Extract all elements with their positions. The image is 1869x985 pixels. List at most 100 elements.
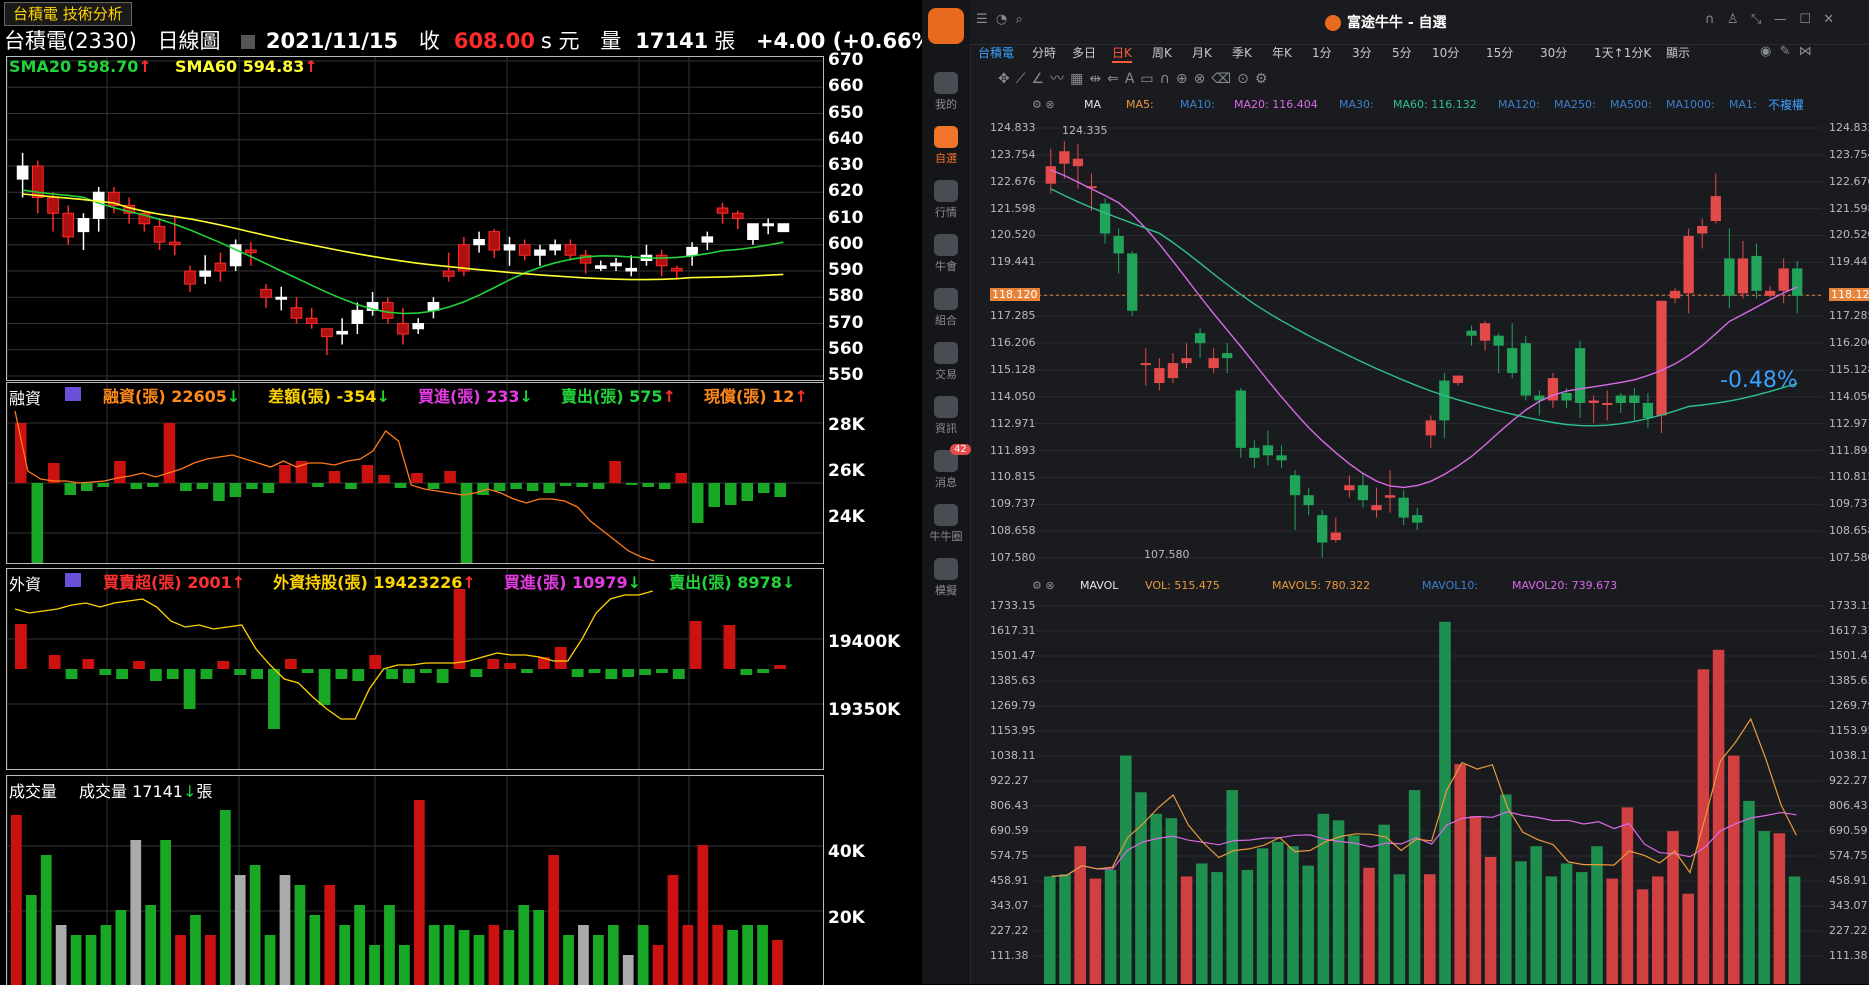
sidebar-item[interactable]: 模擬 bbox=[922, 558, 970, 598]
price-axis-tick-left: 110.815 bbox=[990, 470, 1036, 484]
ma-item[interactable]: MA250: bbox=[1554, 98, 1596, 111]
period-tab[interactable]: 季K bbox=[1232, 46, 1252, 60]
pen-icon[interactable]: ✎ bbox=[1779, 44, 1791, 59]
margin-bar bbox=[460, 483, 473, 563]
period-tab[interactable]: 15分 bbox=[1486, 46, 1514, 60]
headset-icon[interactable]: ∩ bbox=[1705, 12, 1715, 27]
mavol-item[interactable]: MAVOL10: bbox=[1422, 579, 1479, 592]
candle-body bbox=[108, 191, 120, 206]
period-tab[interactable]: 3分 bbox=[1352, 46, 1372, 60]
sidebar-item[interactable]: 牛會 bbox=[922, 234, 970, 274]
period-tab[interactable]: 年K bbox=[1272, 46, 1292, 60]
list-icon[interactable] bbox=[65, 387, 81, 401]
delete-icon[interactable]: ⌫ bbox=[1211, 71, 1238, 87]
arrow-tool-icon[interactable]: ⇐ bbox=[1107, 71, 1125, 87]
sidebar-item[interactable]: 交易 bbox=[922, 342, 970, 382]
period-dropdown-icon[interactable] bbox=[241, 35, 256, 49]
candle-body bbox=[321, 328, 333, 338]
volume-bar bbox=[25, 895, 37, 985]
ma-item[interactable]: MA20: 116.404 bbox=[1234, 98, 1318, 111]
sidebar-item[interactable]: 自選 bbox=[922, 126, 970, 166]
line-tool-icon[interactable]: ⟋ bbox=[1015, 71, 1032, 87]
period-tab[interactable]: 1分 bbox=[1312, 46, 1332, 60]
eye-icon[interactable]: ⊗ bbox=[1193, 71, 1212, 87]
mavol-item[interactable]: MAVOL20: 739.673 bbox=[1512, 579, 1618, 592]
period-tab[interactable]: 周K bbox=[1152, 46, 1172, 60]
text-tool-icon[interactable]: A bbox=[1124, 71, 1141, 87]
period-tab[interactable]: 月K bbox=[1192, 46, 1212, 60]
period-tab[interactable]: 日K bbox=[1112, 44, 1132, 63]
candle-body bbox=[275, 296, 288, 300]
margin-bar bbox=[295, 461, 308, 483]
settings-icon[interactable]: ⚙ bbox=[1254, 71, 1274, 87]
adjust-toggle[interactable]: 不複權 bbox=[1768, 98, 1805, 112]
maximize-icon[interactable]: ☐ bbox=[1799, 12, 1811, 27]
sidebar-item[interactable]: 資訊 bbox=[922, 396, 970, 436]
volume-bar bbox=[115, 910, 127, 985]
candle-body bbox=[366, 302, 379, 311]
grid-tool-icon[interactable]: ▦ bbox=[1070, 71, 1090, 87]
sidebar-item[interactable]: 消息 42 bbox=[922, 444, 971, 490]
angle-tool-icon[interactable]: ∠ bbox=[1031, 71, 1051, 87]
price-axis-tick: 670 bbox=[828, 50, 864, 70]
vs-label[interactable]: ⋈ bbox=[1798, 44, 1812, 59]
period-tab[interactable]: 5分 bbox=[1392, 46, 1412, 60]
sidebar-item[interactable]: 行情 bbox=[922, 180, 970, 220]
period-tab[interactable]: 30分 bbox=[1540, 46, 1568, 60]
close-icon[interactable]: ✕ bbox=[1823, 12, 1835, 27]
pin-icon[interactable]: ⤡ bbox=[1750, 12, 1762, 27]
menu-icon[interactable]: ☰ bbox=[976, 12, 988, 27]
range-tool-icon[interactable]: ⇹ bbox=[1089, 71, 1108, 87]
sidebar-item[interactable]: 牛牛圈 bbox=[922, 504, 970, 544]
period-tab[interactable]: 分時 bbox=[1032, 46, 1057, 60]
period-tab[interactable]: 顯示 bbox=[1666, 46, 1691, 60]
ma-item[interactable]: MA500: bbox=[1610, 98, 1652, 111]
sidebar-item[interactable]: 組合 bbox=[922, 288, 970, 328]
mavol-item[interactable]: MAVOL5: 780.322 bbox=[1272, 579, 1371, 592]
candle-body bbox=[77, 218, 90, 233]
foreign-bar bbox=[217, 661, 230, 669]
foreign-bar bbox=[419, 669, 432, 673]
lock-icon[interactable]: ⊕ bbox=[1175, 71, 1194, 87]
ma-item[interactable]: MA1000: bbox=[1666, 98, 1715, 111]
magnet-icon[interactable]: ∩ bbox=[1159, 71, 1176, 87]
bell-icon[interactable]: ◔ bbox=[995, 12, 1008, 27]
link-icon[interactable]: ⊙ bbox=[1237, 71, 1255, 87]
wave-tool-icon[interactable]: 〰 bbox=[1050, 71, 1071, 87]
candle-body bbox=[1561, 393, 1572, 401]
candle-body bbox=[1235, 390, 1246, 448]
margin-panel: 融資 融資(張) 22605↓ 差額(張) -354↓ 買進(張) 233↓ 賣出(張… bbox=[6, 382, 824, 564]
foreign-bar bbox=[605, 669, 618, 679]
period-tab[interactable]: 台積電 bbox=[978, 46, 1015, 60]
period-tab[interactable]: 10分 bbox=[1432, 46, 1460, 60]
volume-panel: 成交量 成交量 17141↓張 bbox=[6, 775, 824, 985]
candle-body bbox=[625, 267, 638, 272]
volume-bar bbox=[294, 885, 306, 985]
search-icon[interactable]: ⌕ bbox=[1015, 12, 1023, 27]
margin-bar bbox=[378, 475, 390, 483]
period-tab[interactable]: 1天↑1分K bbox=[1594, 46, 1652, 60]
shirt-icon[interactable]: ♙ bbox=[1726, 12, 1739, 27]
foreign-axis-tick: 19350K bbox=[828, 700, 901, 720]
note-tool-icon[interactable]: ▭ bbox=[1140, 71, 1160, 87]
ma-item[interactable]: MA30: bbox=[1339, 98, 1374, 111]
ma-item[interactable]: MA120: bbox=[1498, 98, 1540, 111]
mavol-item[interactable]: VOL: 515.475 bbox=[1145, 579, 1220, 592]
period-tab[interactable]: 多日 bbox=[1072, 46, 1097, 60]
candle-body bbox=[1466, 330, 1477, 336]
volume-axis-tick-left: 343.07 bbox=[990, 898, 1029, 912]
foreign-bar bbox=[116, 669, 129, 679]
ma-item[interactable]: MA10: bbox=[1180, 98, 1215, 111]
list-icon[interactable] bbox=[65, 573, 81, 587]
close-label: 收 bbox=[418, 29, 440, 53]
minimize-icon[interactable]: — bbox=[1773, 12, 1787, 27]
ma-item[interactable]: MA5: bbox=[1126, 98, 1154, 111]
camera-icon[interactable]: ◉ bbox=[1760, 44, 1772, 59]
window-tab-title[interactable]: 台積電 技術分析 bbox=[4, 2, 132, 26]
ma-item[interactable]: MA60: 116.132 bbox=[1393, 98, 1477, 111]
candle-body bbox=[336, 330, 348, 335]
move-icon[interactable]: ✥ bbox=[998, 71, 1016, 87]
sidebar-item[interactable]: 我的 bbox=[922, 72, 970, 112]
ma-item[interactable]: MA1: bbox=[1729, 98, 1757, 111]
margin-bar bbox=[15, 423, 27, 483]
